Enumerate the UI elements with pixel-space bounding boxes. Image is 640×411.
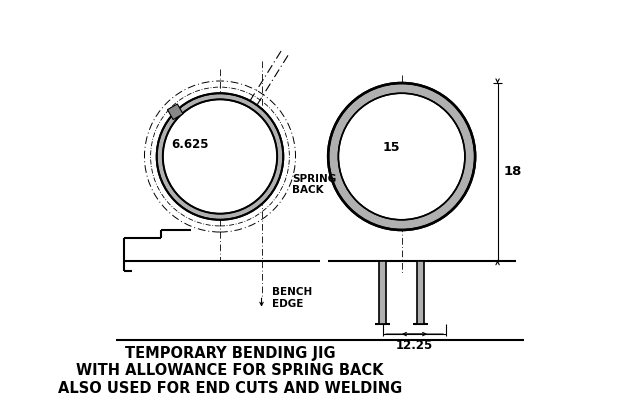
Circle shape [163,99,277,214]
Text: SPRING
BACK: SPRING BACK [292,174,337,195]
Bar [417,261,424,324]
Text: BENCH
EDGE: BENCH EDGE [272,287,312,309]
Circle shape [328,83,475,230]
Text: 18: 18 [504,165,522,178]
Text: TEMPORARY BENDING JIG: TEMPORARY BENDING JIG [125,346,335,361]
Text: 15: 15 [382,141,399,155]
Bar [379,261,387,324]
Text: WITH ALLOWANCE FOR SPRING BACK: WITH ALLOWANCE FOR SPRING BACK [76,363,384,379]
Text: 12.25: 12.25 [396,339,433,352]
Text: ALSO USED FOR END CUTS AND WELDING: ALSO USED FOR END CUTS AND WELDING [58,381,403,396]
Text: 6.625: 6.625 [172,138,209,151]
Circle shape [157,93,284,220]
Polygon shape [168,104,183,120]
Circle shape [339,93,465,220]
